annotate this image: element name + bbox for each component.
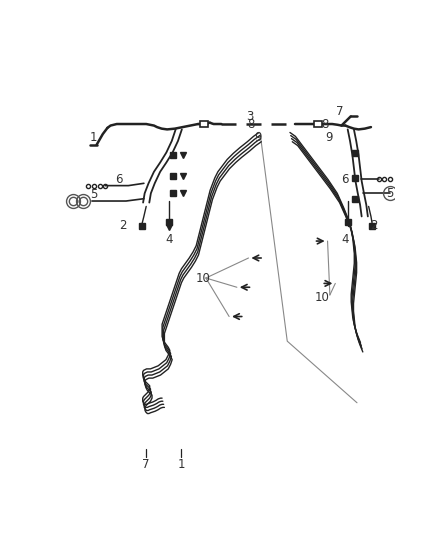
Text: 5: 5 — [386, 187, 393, 200]
Text: 10: 10 — [314, 291, 329, 304]
Text: 7: 7 — [336, 105, 344, 118]
Text: 9: 9 — [254, 131, 261, 144]
Text: 2: 2 — [370, 219, 378, 232]
Text: 8: 8 — [247, 117, 254, 131]
Bar — [201, 121, 208, 127]
Text: 10: 10 — [196, 271, 211, 285]
Text: 4: 4 — [166, 233, 173, 246]
Bar — [314, 121, 322, 127]
Text: 6: 6 — [115, 173, 123, 186]
Text: 3: 3 — [246, 110, 254, 123]
Text: 6: 6 — [342, 173, 349, 186]
Text: 2: 2 — [119, 219, 127, 232]
Text: 4: 4 — [342, 233, 349, 246]
Text: 5: 5 — [90, 188, 97, 201]
Text: 8: 8 — [321, 117, 328, 131]
Text: 1: 1 — [177, 458, 185, 471]
Text: 7: 7 — [142, 458, 150, 471]
Text: 1: 1 — [90, 131, 97, 144]
Text: 9: 9 — [325, 131, 333, 144]
